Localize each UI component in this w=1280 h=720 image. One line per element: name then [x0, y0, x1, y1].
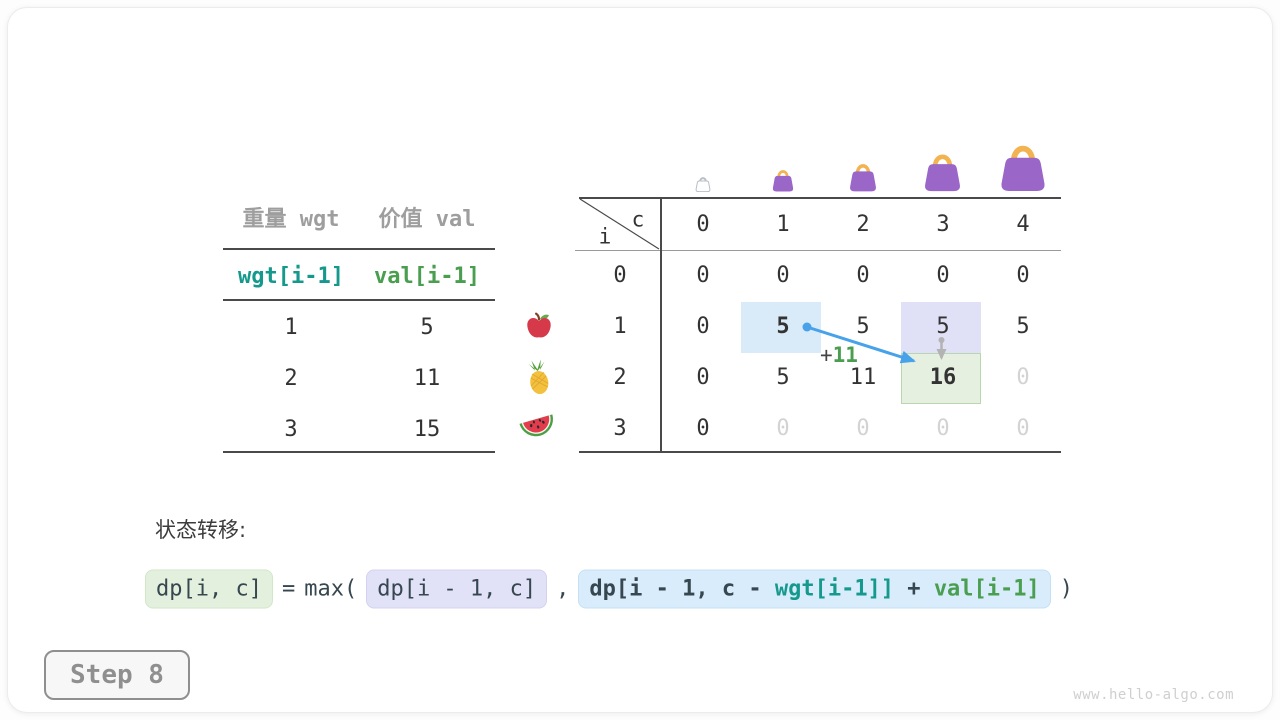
formula-max-open: max( [304, 576, 358, 602]
watermark: www.hello-algo.com [1073, 687, 1234, 703]
step-badge: Step 8 [44, 650, 190, 700]
item-table-rule-mid [223, 299, 495, 301]
item-wgt-2: 2 [284, 366, 298, 391]
item-wgt-3: 3 [284, 417, 298, 442]
item-table-header-weight: 重量 wgt [242, 207, 340, 232]
formula-arg1-pill: dp[i - 1, c] [366, 569, 548, 609]
dp-cell-2-0: 0 [696, 365, 710, 390]
dp-cell-1-3: 5 [936, 314, 950, 339]
dp-row-header-0: 0 [613, 263, 627, 288]
dp-cell-2-2: 11 [849, 365, 877, 390]
formula-arg2-val: val[i-1] [933, 576, 1040, 602]
dp-row-header-2: 2 [613, 365, 627, 390]
pineapple-icon [528, 359, 549, 395]
dp-cell-3-4: 0 [1016, 416, 1030, 441]
dp-cell-3-3: 0 [936, 416, 950, 441]
dp-cell-1-4: 5 [1016, 314, 1030, 339]
item-val-1: 5 [420, 315, 434, 340]
dp-cell-3-1: 0 [776, 416, 790, 441]
dp-cell-0-2: 0 [856, 263, 870, 288]
item-table-subheader-val: val[i-1] [374, 264, 480, 289]
dp-table-rule-header [575, 250, 1061, 251]
dp-corner-col-var: c [631, 207, 645, 232]
formula-close-paren: ) [1059, 576, 1074, 602]
arrows-overlay [579, 198, 947, 364]
dp-corner-row-var: i [598, 224, 612, 249]
dp-cell-0-3: 0 [936, 263, 950, 288]
dp-row-header-1: 1 [613, 314, 627, 339]
plus-sign: + [820, 343, 833, 367]
dp-corner-diagonal [579, 198, 660, 250]
bag-medium-icon [850, 164, 876, 192]
item-table-header-value: 价值 val [378, 207, 476, 232]
bag-small-icon [772, 170, 794, 192]
formula-arg2-pill: dp[i - 1, c - wgt[i-1]] + val[i-1] [578, 569, 1051, 609]
bag-empty-icon [695, 177, 711, 192]
item-val-3: 15 [413, 417, 441, 442]
transition-formula: dp[i, c] = max( dp[i - 1, c] , dp[i - 1,… [145, 569, 1074, 609]
bag-xlarge-icon [1001, 145, 1045, 191]
dp-col-header-1: 1 [776, 212, 790, 237]
item-wgt-1: 1 [284, 315, 298, 340]
dp-cell-1-2: 5 [856, 314, 870, 339]
dp-cell-0-1: 0 [776, 263, 790, 288]
dp-col-header-2: 2 [856, 212, 870, 237]
dp-cell-1-1: 5 [776, 314, 790, 339]
plus-value: 11 [832, 343, 858, 367]
bag-large-icon [925, 154, 960, 192]
dp-col-header-4: 4 [1016, 212, 1030, 237]
figure-card: 重量 wgt 价值 val wgt[i-1] val[i-1] 1 5 2 11… [7, 7, 1273, 713]
dp-row-header-3: 3 [613, 416, 627, 441]
formula-arg2-wgt: wgt[i-1]] [774, 576, 895, 602]
formula-arg2-plus: + [894, 576, 934, 602]
dp-table-rule-vertical [660, 198, 662, 452]
item-table-subheader-wgt: wgt[i-1] [238, 264, 344, 289]
dp-cell-0-4: 0 [1016, 263, 1030, 288]
item-val-2: 11 [413, 366, 441, 391]
transition-add-annotation: +11 [820, 345, 858, 366]
formula-equals: = [281, 576, 296, 602]
dp-table-rule-top [579, 197, 1061, 199]
dp-cell-3-0: 0 [696, 416, 710, 441]
dp-col-header-3: 3 [936, 212, 950, 237]
dp-cell-2-4: 0 [1016, 365, 1030, 390]
dp-col-header-0: 0 [696, 212, 710, 237]
dp-cell-0-0: 0 [696, 263, 710, 288]
formula-lhs-pill: dp[i, c] [145, 569, 273, 609]
formula-comma: , [556, 576, 570, 602]
dp-cell-3-2: 0 [856, 416, 870, 441]
apple-icon [527, 312, 551, 338]
dp-table-rule-bottom [579, 451, 1061, 453]
dp-cell-2-1: 5 [776, 365, 790, 390]
item-table-rule-top [223, 248, 495, 250]
formula-arg2-head: dp[i - 1, c - [589, 576, 775, 602]
watermelon-icon [519, 414, 553, 437]
transition-label: 状态转移: [155, 518, 247, 542]
dp-cell-1-0: 0 [696, 314, 710, 339]
dp-cell-2-3: 16 [929, 365, 957, 390]
item-table-rule-bottom [223, 451, 495, 453]
